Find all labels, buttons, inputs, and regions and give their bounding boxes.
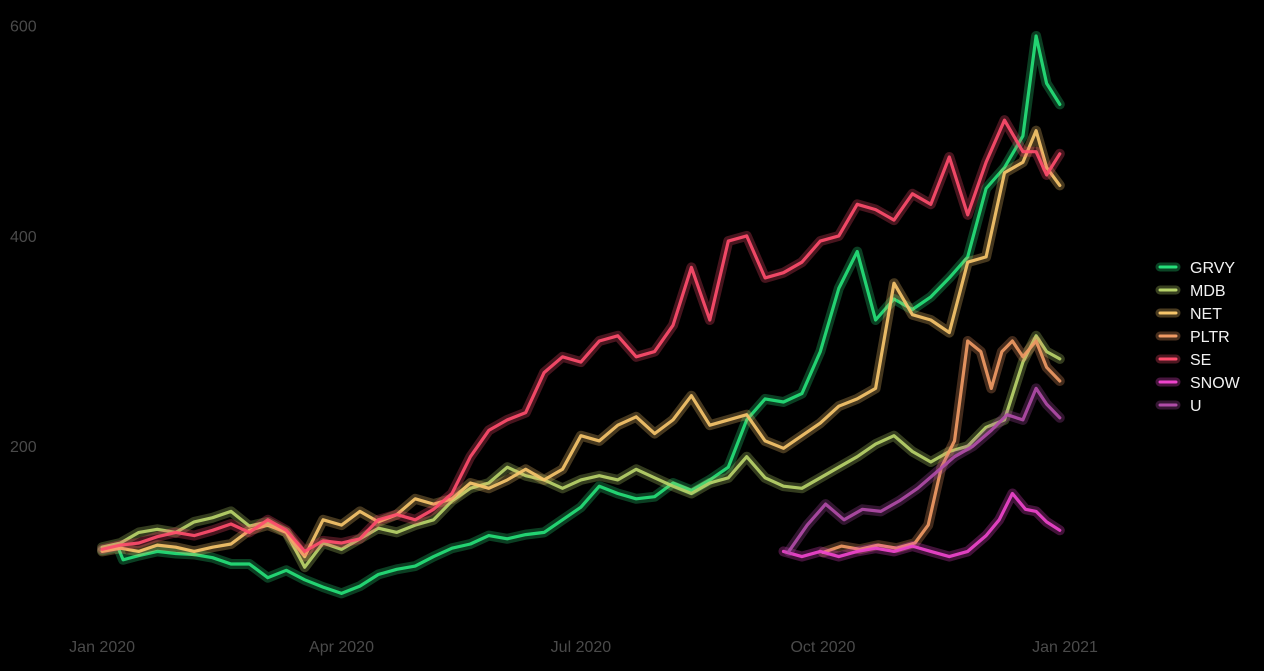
x-tick-label-jan-2021: Jan 2021 (1032, 639, 1098, 656)
series-line-se (100, 118, 1062, 553)
series-line-net (100, 129, 1062, 559)
legend-item-grvy: GRVY (1155, 260, 1235, 277)
legend-item-snow: SNOW (1155, 375, 1241, 392)
legend-item-pltr: PLTR (1155, 329, 1230, 346)
series-u (783, 383, 1065, 557)
legend-label-pltr: PLTR (1190, 329, 1230, 346)
series-snow (778, 488, 1065, 562)
series-se (97, 115, 1065, 557)
series-line-grvy (100, 34, 1062, 595)
legend-label-grvy: GRVY (1190, 260, 1235, 277)
legend-label-u: U (1190, 398, 1202, 415)
series-grvy (97, 31, 1065, 599)
legend: GRVY MDB NET PLTR SE SNOW U (1155, 260, 1241, 415)
y-tick-label-200: 200 (10, 439, 37, 456)
x-tick-label-jan-2020: Jan 2020 (69, 639, 135, 656)
x-tick-label-apr-2020: Apr 2020 (309, 639, 374, 656)
series-line-pltr (821, 339, 1062, 554)
series-line-u (787, 386, 1062, 553)
legend-label-snow: SNOW (1190, 375, 1241, 392)
legend-label-se: SE (1190, 352, 1211, 369)
legend-item-u: U (1155, 398, 1202, 415)
y-tick-label-600: 600 (10, 19, 37, 36)
series-net (97, 125, 1065, 562)
legend-label-net: NET (1190, 306, 1222, 323)
y-tick-label-400: 400 (10, 229, 37, 246)
legend-item-se: SE (1155, 352, 1211, 369)
series-pltr (818, 336, 1065, 558)
series-line-snow (781, 491, 1062, 559)
x-axis: Jan 2020 Apr 2020 Jul 2020 Oct 2020 Jan 2021 (69, 639, 1098, 656)
y-axis: 200 400 600 (10, 19, 37, 457)
legend-label-mdb: MDB (1190, 283, 1226, 300)
legend-item-net: NET (1155, 306, 1222, 323)
x-tick-label-jul-2020: Jul 2020 (551, 639, 612, 656)
legend-item-mdb: MDB (1155, 283, 1226, 300)
x-tick-label-oct-2020: Oct 2020 (790, 639, 855, 656)
series-layer (97, 31, 1065, 599)
